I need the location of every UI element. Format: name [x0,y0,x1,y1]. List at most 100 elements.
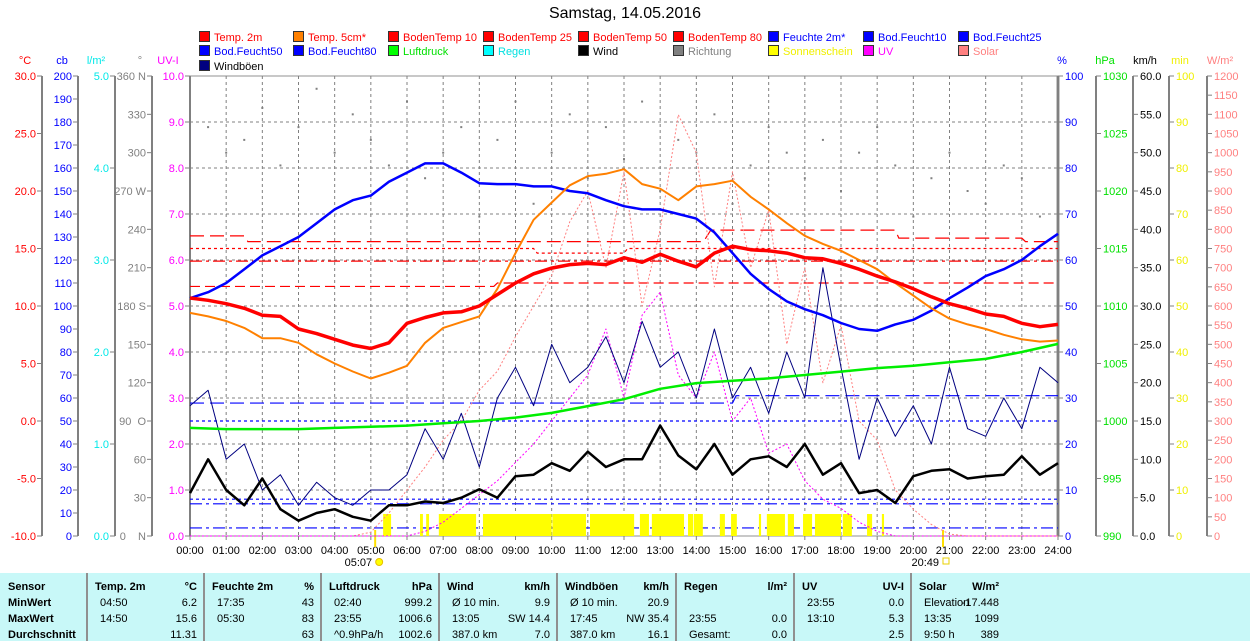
axis-tick-label: 15.0 [15,244,36,256]
cell-value: 0.0 [771,629,787,641]
direction-point [387,164,390,167]
row-label: MaxWert [8,613,54,625]
axis-tick-label: 1.0 [169,485,184,497]
direction-point [568,113,571,116]
series-wind [188,424,1059,522]
axis-tick-label: 1150 [1214,90,1238,102]
direction-point [369,138,372,141]
axis-tick-label: 60 [1176,255,1188,267]
axis-tick-label: 90 [1065,117,1077,129]
column-separator [86,573,88,641]
cell-value: NW 35.4 [626,613,669,625]
legend-item: Temp. 5cm* [293,31,366,44]
cell-value: 83 [301,613,314,625]
x-tick-label: 14:00 [683,545,711,557]
sunshine-bar [438,514,477,536]
direction-point [279,164,282,167]
x-tick-label: 16:00 [755,545,783,557]
row-label: Durchschnitt [8,629,76,641]
axis-unit-hpa: hPa [1095,55,1115,67]
axis-unit-cb: cb [56,55,68,67]
chart-title: Samstag, 14.05.2016 [548,5,702,22]
axis-unit-temp: °C [19,55,31,67]
axis-tick-label: -5.0 [17,474,36,486]
legend-item: BodenTemp 10 [388,31,477,44]
axis-tick-label: 4.0 [169,347,184,359]
axis-tick-label: 130 [54,232,72,244]
axis-tick-label: 170 [54,140,72,152]
legend-label: Bod.Feucht80 [308,46,377,58]
axis-tick-label: 5.0 [169,301,184,313]
column-unit: UV-I [882,581,904,593]
axis-tick-label: 80 [60,347,72,359]
direction-point [243,138,246,141]
direction-point [641,100,644,103]
axis-tick-label: 40 [1065,347,1077,359]
axis-tick-label: 2.0 [94,347,109,359]
direction-point [659,190,662,192]
axis-tick-label: 90 [1176,117,1188,129]
direction-point [966,190,969,192]
legend-label: Temp. 5cm* [308,32,367,44]
sunshine-bar [639,514,649,536]
axis-tick-label: 600 [1214,301,1232,313]
axis-tick-label: 50 [60,416,72,428]
axis-tick-label: 360 N [117,71,146,83]
direction-point [785,151,788,154]
axis-tick-label: 15.0 [1140,416,1161,428]
sunset-icon [942,557,950,565]
direction-point [930,177,933,180]
axis-tick-label: 50.0 [1140,148,1161,160]
sunshine-bar [719,514,725,536]
legend-label: BodenTemp 10 [403,32,477,44]
axis-tick-label: 150 [1214,474,1232,486]
x-tick-label: 13:00 [646,545,674,557]
column-unit: km/h [524,581,550,593]
axis-tick-label: 140 [54,209,72,221]
axis-tick-label: 10 [1176,485,1188,497]
axis-tick-label: 850 [1214,205,1232,217]
axis-tick-label: 5.0 [21,359,36,371]
sunshine-bar [688,514,694,536]
legend-swatch [768,31,779,42]
x-tick-label: 10:00 [538,545,566,557]
legend-label: Temp. 2m [214,32,263,44]
axis-tick-label: 25.0 [1140,339,1161,351]
axis-tick-label: 20 [1176,439,1188,451]
axis-unit-min: min [1171,55,1189,67]
sunshine-bar [842,514,852,536]
cell-time: 13:05 [452,613,480,625]
direction-point [532,202,535,205]
direction-point [984,202,987,205]
axis-tick-label: 100 [1214,493,1232,505]
cell-time: 04:50 [100,597,128,609]
legend-swatch [863,31,874,42]
axis-tick-label: 2.0 [169,439,184,451]
x-tick-label: 03:00 [285,545,313,557]
direction-point [604,126,607,129]
axis-tick-label: 20 [60,485,72,497]
direction-point [189,100,191,103]
cell-value: 5.3 [888,613,904,625]
sunshine-bar [867,514,873,536]
x-tick-label: 23:00 [1008,545,1036,557]
cell-time: Ø 10 min. [570,597,618,609]
axis-unit-kmh: km/h [1133,55,1157,67]
axis-tick-label: 500 [1214,339,1232,351]
column-header: Wind [447,581,474,593]
x-tick-label: 15:00 [719,545,747,557]
axis-tick-label: 1200 [1214,71,1238,83]
cell-time: 387.0 km [452,629,498,641]
axis-tick-label: 700 [1214,263,1232,275]
legend-swatch [293,31,304,42]
legend-label: Wind [593,46,619,58]
cell-time: 17:35 [217,597,245,609]
axis-tick-label: 0.0 [94,531,109,543]
column-separator [556,573,558,641]
axis-tick-label: 750 [1214,244,1232,256]
direction-point [442,151,445,154]
axis-tick-label: 30 [1065,393,1077,405]
sunshine-bar [426,514,430,536]
legend-item: UV [863,45,893,58]
axis-unit-rain: l/m² [87,55,106,67]
